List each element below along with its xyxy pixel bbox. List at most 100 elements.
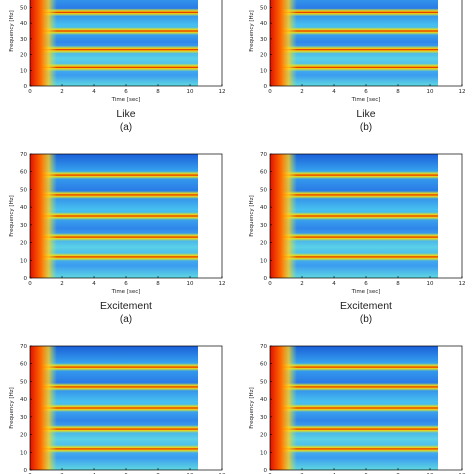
onset-region — [270, 0, 297, 86]
x-tick-label: 6 — [124, 89, 128, 95]
harmonic-band — [30, 63, 198, 71]
x-tick-label: 2 — [300, 89, 304, 95]
y-tick-label: 20 — [20, 53, 27, 59]
harmonic-band — [270, 363, 438, 371]
y-tick-label: 60 — [20, 170, 27, 176]
y-tick-label: 10 — [20, 258, 27, 264]
x-tick-label: 10 — [427, 281, 434, 287]
harmonic-band — [270, 445, 438, 453]
x-axis-label: Time [sec] — [111, 97, 141, 103]
y-tick-label: 40 — [20, 21, 27, 27]
caption: Excitement — [100, 300, 152, 312]
y-tick-label: 40 — [260, 21, 267, 27]
y-axis-label: Frequency [Hz] — [249, 10, 255, 51]
y-tick-label: 0 — [24, 84, 28, 90]
harmonic-band — [270, 404, 438, 412]
y-tick-label: 50 — [20, 187, 27, 193]
y-tick-label: 70 — [260, 152, 267, 158]
x-tick-label: 0 — [28, 89, 32, 95]
y-tick-label: 20 — [260, 241, 267, 247]
y-tick-label: 50 — [20, 5, 27, 11]
x-tick-label: 12 — [219, 281, 226, 287]
y-tick-label: 30 — [260, 37, 267, 43]
y-axis-label: Frequency [Hz] — [9, 10, 15, 51]
y-tick-label: 10 — [260, 450, 267, 456]
harmonic-band — [30, 27, 198, 35]
x-axis-label: Time [sec] — [351, 289, 381, 295]
y-tick-label: 30 — [20, 223, 27, 229]
harmonic-band — [30, 383, 198, 391]
y-tick-label: 30 — [260, 223, 267, 229]
onset-region — [30, 346, 57, 470]
panel-label: (b) — [360, 122, 372, 133]
y-tick-label: 70 — [20, 344, 27, 350]
y-axis-label: Frequency [Hz] — [249, 387, 255, 428]
x-tick-label: 0 — [28, 281, 32, 287]
x-tick-label: 2 — [60, 281, 64, 287]
y-tick-label: 20 — [260, 433, 267, 439]
y-tick-label: 40 — [260, 397, 267, 403]
x-tick-label: 2 — [300, 281, 304, 287]
y-tick-label: 40 — [20, 397, 27, 403]
y-tick-label: 0 — [24, 276, 28, 282]
x-tick-label: 10 — [427, 89, 434, 95]
y-tick-label: 30 — [260, 415, 267, 421]
harmonic-band — [30, 404, 198, 412]
harmonic-band — [30, 445, 198, 453]
harmonic-band — [270, 253, 438, 261]
x-tick-label: 6 — [364, 89, 368, 95]
x-tick-label: 8 — [396, 281, 400, 287]
onset-region — [30, 0, 57, 86]
x-tick-label: 4 — [332, 89, 336, 95]
harmonic-band — [270, 46, 438, 54]
x-tick-label: 0 — [268, 281, 272, 287]
x-tick-label: 2 — [60, 89, 64, 95]
y-tick-label: 10 — [20, 450, 27, 456]
y-tick-label: 30 — [20, 37, 27, 43]
harmonic-band — [30, 191, 198, 199]
x-tick-label: 6 — [124, 281, 128, 287]
harmonic-band — [30, 212, 198, 220]
y-tick-label: 50 — [260, 187, 267, 193]
y-tick-label: 50 — [260, 379, 267, 385]
harmonic-band — [270, 425, 438, 433]
y-tick-label: 60 — [20, 362, 27, 368]
y-tick-label: 20 — [20, 241, 27, 247]
x-tick-label: 10 — [187, 281, 194, 287]
y-tick-label: 0 — [264, 276, 268, 282]
harmonic-band — [30, 8, 198, 16]
x-tick-label: 6 — [364, 281, 368, 287]
y-tick-label: 60 — [260, 362, 267, 368]
x-axis-label: Time [sec] — [351, 97, 381, 103]
onset-region — [270, 346, 297, 470]
y-tick-label: 50 — [260, 5, 267, 11]
onset-region — [270, 154, 297, 278]
y-tick-label: 40 — [260, 205, 267, 211]
y-tick-label: 20 — [20, 433, 27, 439]
y-axis-label: Frequency [Hz] — [9, 387, 15, 428]
y-tick-label: 0 — [264, 468, 268, 474]
x-tick-label: 8 — [156, 89, 160, 95]
y-tick-label: 40 — [20, 205, 27, 211]
x-tick-label: 8 — [396, 89, 400, 95]
harmonic-band — [270, 212, 438, 220]
caption: Excitement — [340, 300, 392, 312]
x-tick-label: 4 — [92, 281, 96, 287]
harmonic-band — [30, 425, 198, 433]
harmonic-band — [30, 363, 198, 371]
y-tick-label: 50 — [20, 379, 27, 385]
harmonic-band — [270, 8, 438, 16]
harmonic-band — [270, 233, 438, 241]
y-axis-label: Frequency [Hz] — [9, 195, 15, 236]
y-tick-label: 20 — [260, 53, 267, 59]
y-axis-label: Frequency [Hz] — [249, 195, 255, 236]
harmonic-band — [270, 27, 438, 35]
x-axis-label: Time [sec] — [111, 289, 141, 295]
y-tick-label: 30 — [20, 415, 27, 421]
harmonic-band — [30, 233, 198, 241]
x-tick-label: 10 — [187, 89, 194, 95]
harmonic-band — [30, 171, 198, 179]
y-tick-label: 60 — [260, 170, 267, 176]
y-tick-label: 70 — [20, 152, 27, 158]
